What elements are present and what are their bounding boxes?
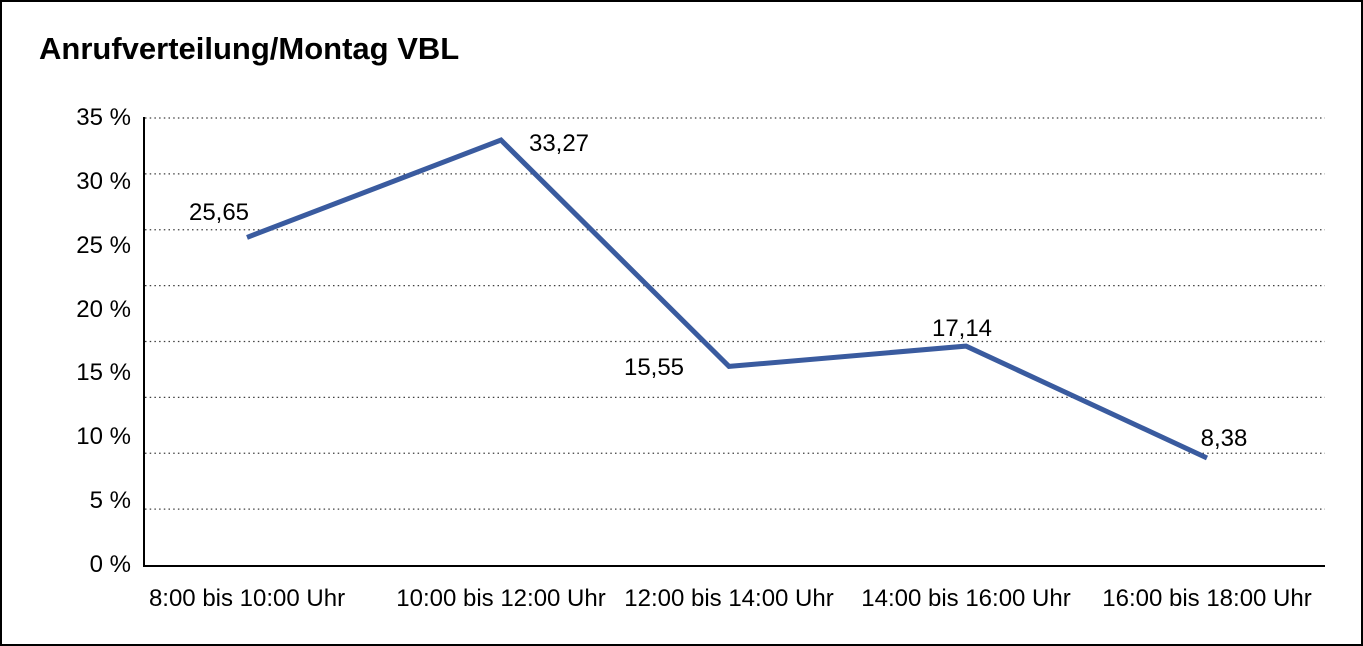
x-tick-label: 8:00 bis 10:00 Uhr bbox=[148, 585, 346, 612]
data-value-label: 8,38 bbox=[1200, 424, 1248, 452]
chart-title: Anrufverteilung/Montag VBL bbox=[39, 31, 460, 66]
x-tick-label: 10:00 bis 12:00 Uhr bbox=[396, 585, 606, 612]
x-tick-label: 14:00 bis 16:00 Uhr bbox=[861, 585, 1071, 612]
y-tick-label: 35 % bbox=[76, 104, 131, 131]
y-tick-label: 20 % bbox=[76, 295, 131, 323]
data-value-label: 15,55 bbox=[623, 354, 685, 382]
x-tick-label: 12:00 bis 14:00 Uhr bbox=[624, 585, 834, 612]
y-tick-label: 30 % bbox=[76, 167, 131, 195]
data-value-label: 17,14 bbox=[931, 315, 993, 343]
y-tick-label: 25 % bbox=[76, 231, 131, 259]
data-value-label: 25,65 bbox=[188, 199, 250, 227]
x-tick-label: 16:00 bis 18:00 Uhr bbox=[1102, 585, 1312, 612]
y-tick-label: 10 % bbox=[76, 423, 131, 451]
y-tick-label: 5 % bbox=[89, 487, 131, 515]
y-tick-label: 15 % bbox=[76, 359, 131, 387]
y-tick-label: 0 % bbox=[89, 551, 131, 578]
data-value-label: 33,27 bbox=[528, 130, 590, 158]
data-line bbox=[246, 137, 1209, 461]
